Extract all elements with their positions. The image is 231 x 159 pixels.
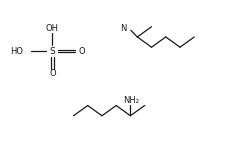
Text: N: N [121,24,127,33]
Text: O: O [79,47,85,56]
Text: NH₂: NH₂ [124,96,140,105]
Text: S: S [49,47,55,56]
Text: O: O [49,69,56,79]
Text: OH: OH [46,24,59,33]
Text: HO: HO [10,47,23,56]
